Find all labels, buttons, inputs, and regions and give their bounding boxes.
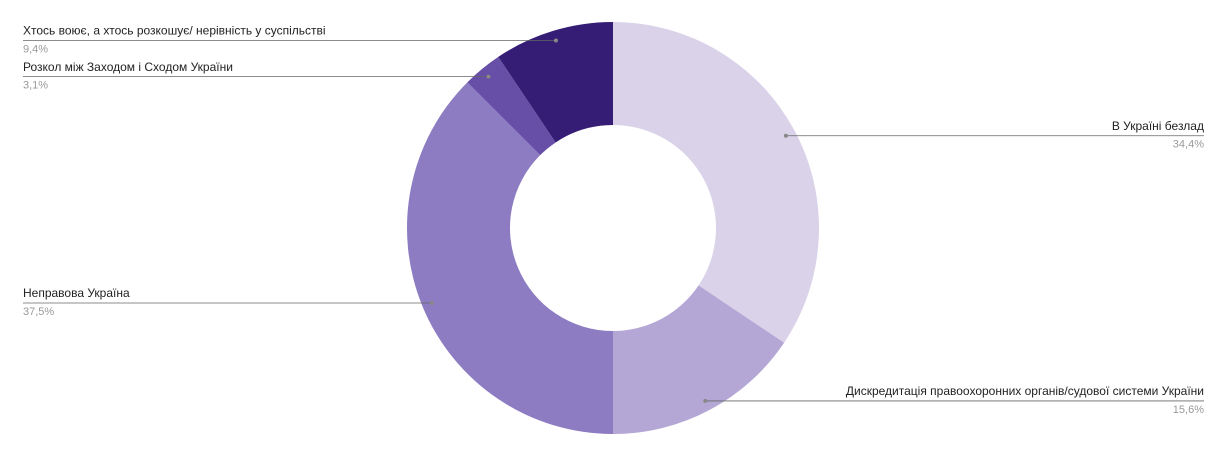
donut-slice [613,22,819,343]
slice-label: Неправова Україна [23,286,130,300]
slice-label: В Україні безлад [1112,119,1204,133]
slice-value-label: 9,4% [23,43,48,55]
donut-slice [498,22,613,143]
slice-value-label: 37,5% [23,306,54,318]
donut-slice [613,285,785,434]
leader-dot [486,74,491,79]
donut-slice [467,56,556,156]
leader-dot [429,301,434,306]
slice-label: Хтось воює, а хтось розкошує/ нерівність… [23,24,326,38]
slice-value-label: 15,6% [1173,404,1204,416]
leader-dot [703,398,708,403]
slice-label: Дискредитація правоохоронних органів/суд… [846,384,1204,398]
donut-slice [407,82,613,435]
leader-dot [783,133,788,138]
slice-label: Розкол між Заходом і Сходом України [23,60,233,74]
slice-value-label: 3,1% [23,79,48,91]
leader-dot [553,38,558,43]
slice-value-label: 34,4% [1173,139,1204,151]
